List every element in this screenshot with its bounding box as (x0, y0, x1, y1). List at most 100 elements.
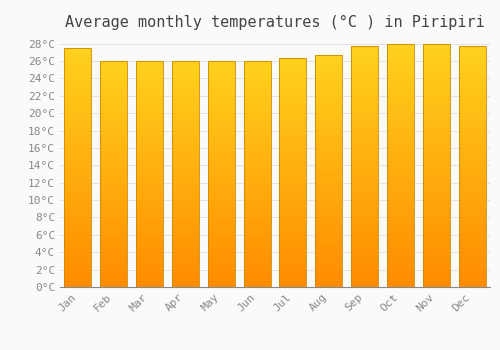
Bar (100, 231, 127, 233)
Bar (136, 63, 163, 65)
Bar (280, 189, 306, 191)
Bar (387, 211, 414, 214)
Bar (423, 126, 450, 129)
Bar (136, 145, 163, 147)
Bar (280, 255, 306, 257)
Bar (387, 241, 414, 243)
Bar (280, 266, 306, 269)
Bar (351, 160, 378, 162)
Bar (423, 180, 450, 182)
Bar (244, 251, 270, 253)
Bar (172, 82, 199, 84)
Bar (316, 220, 342, 222)
Bar (244, 246, 270, 248)
Bar (387, 100, 414, 102)
Bar (208, 86, 234, 88)
Bar (351, 133, 378, 135)
Bar (458, 126, 485, 128)
Bar (458, 131, 485, 133)
Bar (387, 161, 414, 163)
Bar (316, 208, 342, 210)
Bar (280, 275, 306, 278)
Bar (316, 273, 342, 275)
Bar (64, 230, 92, 232)
Bar (244, 197, 270, 199)
Bar (136, 203, 163, 206)
Bar (136, 165, 163, 167)
Bar (316, 234, 342, 236)
Bar (244, 152, 270, 154)
Bar (458, 145, 485, 147)
Bar (351, 131, 378, 133)
Bar (316, 129, 342, 132)
Bar (316, 217, 342, 220)
Bar (316, 88, 342, 90)
Bar (244, 120, 270, 122)
Bar (423, 270, 450, 272)
Bar (172, 183, 199, 186)
Bar (351, 119, 378, 121)
Bar (280, 251, 306, 253)
Bar (458, 135, 485, 138)
Bar (64, 151, 92, 153)
Bar (244, 104, 270, 106)
Bar (280, 58, 306, 287)
Bar (244, 186, 270, 188)
Bar (387, 102, 414, 105)
Bar (351, 224, 378, 227)
Bar (458, 210, 485, 212)
Bar (458, 227, 485, 229)
Bar (100, 122, 127, 124)
Bar (136, 127, 163, 129)
Bar (423, 56, 450, 58)
Bar (351, 97, 378, 99)
Bar (351, 116, 378, 119)
Bar (172, 273, 199, 276)
Bar (208, 70, 234, 72)
Bar (64, 213, 92, 215)
Bar (208, 231, 234, 233)
Bar (64, 172, 92, 175)
Bar (316, 118, 342, 120)
Bar (280, 122, 306, 125)
Bar (208, 258, 234, 260)
Bar (280, 150, 306, 152)
Bar (136, 133, 163, 136)
Bar (387, 78, 414, 80)
Bar (280, 116, 306, 118)
Bar (458, 114, 485, 116)
Bar (458, 73, 485, 75)
Bar (244, 147, 270, 149)
Bar (208, 63, 234, 65)
Bar (208, 199, 234, 201)
Bar (423, 49, 450, 51)
Bar (423, 229, 450, 231)
Bar (387, 238, 414, 241)
Bar (172, 246, 199, 248)
Bar (316, 243, 342, 245)
Bar (208, 104, 234, 106)
Bar (351, 104, 378, 106)
Bar (100, 165, 127, 167)
Bar (423, 124, 450, 126)
Bar (351, 150, 378, 152)
Bar (351, 196, 378, 198)
Bar (387, 75, 414, 78)
Bar (316, 210, 342, 213)
Bar (316, 190, 342, 192)
Bar (316, 83, 342, 85)
Bar (100, 186, 127, 188)
Bar (351, 232, 378, 234)
Bar (423, 209, 450, 211)
Bar (244, 235, 270, 237)
Bar (387, 170, 414, 173)
Bar (458, 251, 485, 253)
Bar (172, 192, 199, 194)
Bar (316, 164, 342, 166)
Bar (172, 127, 199, 129)
Bar (208, 262, 234, 264)
Bar (351, 85, 378, 87)
Bar (100, 86, 127, 88)
Bar (423, 80, 450, 83)
Bar (208, 111, 234, 113)
